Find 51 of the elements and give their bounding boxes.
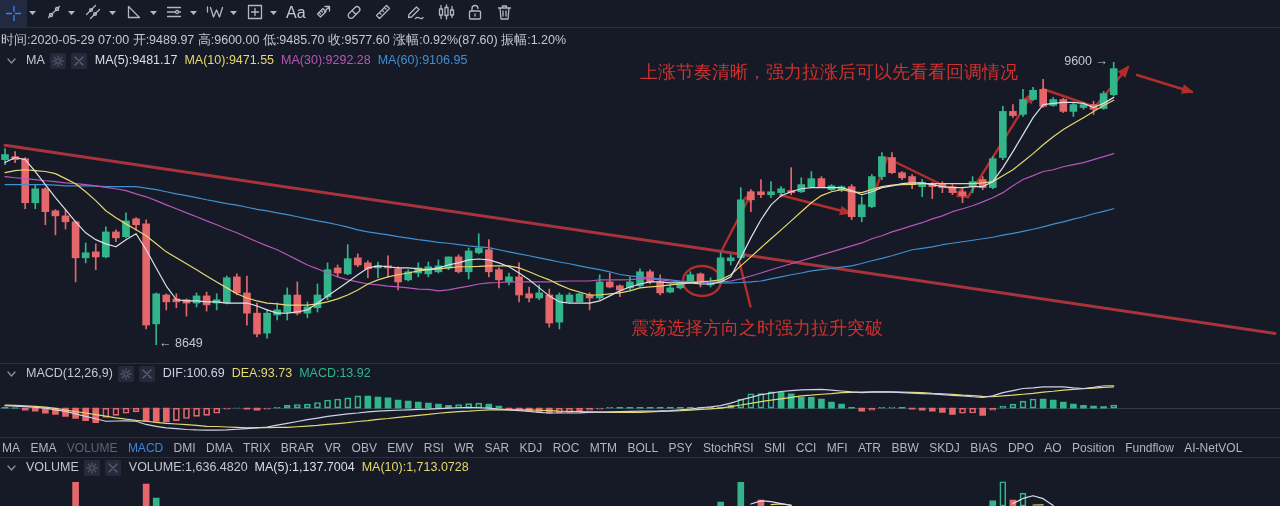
text: SKDJ — [929, 440, 960, 455]
annotation: 上涨节奏清晰，强力拉涨后可以先看看回调情况 — [640, 61, 1018, 82]
text: KDJ — [519, 440, 543, 455]
text: VOLUME — [66, 440, 118, 455]
text: SAR — [484, 440, 510, 455]
text: AI-NetVOL — [1184, 440, 1243, 455]
text: MA(10):1,713.0728 — [361, 460, 469, 475]
text: MFI — [826, 440, 848, 455]
text: StochRSI — [702, 440, 754, 455]
legend-title: MACD(12,26,9) — [26, 365, 113, 380]
text: BIAS — [970, 440, 998, 455]
text: RSI — [423, 440, 444, 455]
text: MA(10):9471.55 — [184, 53, 275, 68]
text: SMI — [764, 440, 786, 455]
text: AO — [1044, 440, 1062, 455]
legend-title: VOLUME — [26, 460, 79, 475]
text: CCI — [795, 440, 817, 455]
series-label: MACD:13.92 — [299, 365, 371, 380]
text: TRIX — [243, 440, 271, 455]
text: DIF:100.69 — [162, 365, 225, 380]
text: MA(60):9106.95 — [377, 53, 468, 68]
text: BBW — [891, 440, 919, 455]
text: ATR — [857, 440, 881, 455]
legend-title: MA — [26, 53, 46, 68]
text: PSY — [668, 440, 693, 455]
text: VOLUME:1,636.4820 — [128, 460, 248, 475]
text: DEA:93.73 — [231, 365, 293, 380]
text: BRAR — [280, 440, 315, 455]
text: EMV — [387, 440, 414, 455]
annotation: ← 8649 — [159, 336, 203, 351]
text: MA(30):9292.28 — [281, 53, 371, 68]
annotation: 震荡选择方向之时强力拉升突破 — [631, 317, 883, 338]
annotation: 9600 → — [1064, 54, 1108, 69]
text: VR — [324, 440, 342, 455]
text: EMA — [30, 440, 57, 455]
text: MA(5):9481.17 — [94, 53, 178, 68]
text: OBV — [351, 440, 377, 455]
text: MA(5):1,137.7004 — [254, 460, 355, 475]
text: Aa — [286, 4, 306, 22]
text: Position — [1072, 440, 1115, 455]
text: DPO — [1007, 440, 1034, 455]
text: DMA — [206, 440, 233, 455]
chart-title: 时间:2020-05-29 07:00 开:9489.97 高:9600.00 低:9485.70 收:9577.60 涨幅:0.92%(87.60) 振幅:1.20% — [1, 32, 567, 48]
text: BOLL — [627, 440, 659, 455]
text: Fundflow — [1125, 440, 1174, 455]
text: WR — [454, 440, 475, 455]
text: ROC — [552, 440, 580, 455]
text: MACD — [127, 440, 164, 455]
text: DMI — [173, 440, 196, 455]
text: MTM — [589, 440, 618, 455]
text: MA — [2, 440, 20, 455]
